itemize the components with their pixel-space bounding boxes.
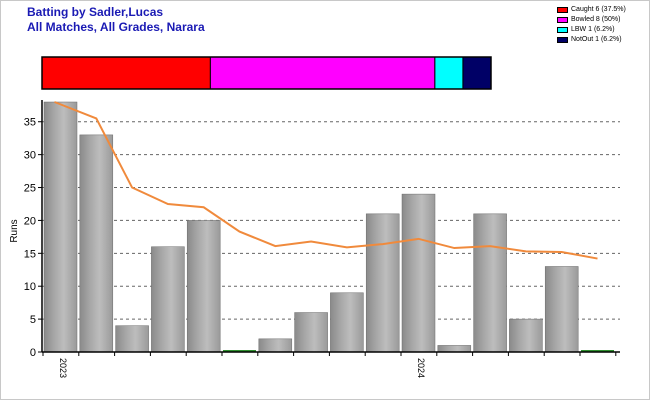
legend-label-bowled: Bowled 8 (50%) (571, 16, 621, 23)
legend-swatch-lbw (557, 27, 568, 33)
stacked-segment-notout (462, 56, 492, 90)
run-bar (401, 193, 436, 353)
legend-item-bowled: Bowled 8 (50%) (557, 15, 626, 25)
run-bar (115, 325, 149, 353)
y-tick-label: 20 (24, 215, 36, 227)
run-bar (223, 350, 256, 352)
legend: Caught 6 (37.5%) Bowled 8 (50%) LBW 1 (6… (557, 5, 626, 45)
run-bar (437, 345, 472, 353)
y-tick-label: 30 (24, 150, 36, 162)
legend-item-notout: NotOut 1 (6.2%) (557, 35, 626, 45)
run-bar (79, 134, 114, 353)
dismissal-stacked-bar (41, 56, 492, 90)
run-bar (151, 246, 185, 353)
run-bar (581, 350, 614, 352)
y-tick-label: 5 (30, 314, 36, 326)
average-line (54, 101, 598, 260)
legend-swatch-caught (557, 7, 568, 13)
stacked-segment-lbw (434, 56, 464, 90)
run-bar (330, 292, 364, 353)
legend-label-caught: Caught 6 (37.5%) (571, 6, 626, 13)
runs-bars (43, 101, 614, 353)
grid-lines (42, 121, 620, 320)
stacked-bar-outline (41, 56, 492, 90)
y-tick-label: 0 (30, 347, 36, 359)
y-axis-label: Runs (9, 219, 20, 242)
run-bar (186, 220, 221, 353)
y-tick-label: 10 (24, 281, 36, 293)
run-bar (258, 338, 293, 353)
legend-item-lbw: LBW 1 (6.2%) (557, 25, 626, 35)
axes: 0 5 10 15 20 25 30 35 2023 2024 (24, 100, 620, 378)
x-tick-label: 2024 (416, 358, 426, 378)
stacked-segment-caught (41, 56, 211, 90)
run-bar (509, 318, 543, 353)
run-bar (294, 312, 328, 353)
legend-label-lbw: LBW 1 (6.2%) (571, 26, 615, 33)
run-bar (473, 213, 507, 353)
run-bar (365, 213, 400, 353)
y-tick-label: 35 (24, 117, 36, 129)
chart-subtitle: All Matches, All Grades, Narara (27, 20, 205, 34)
y-tick-label: 25 (24, 183, 36, 195)
run-bar (43, 101, 78, 353)
stacked-segment-bowled (209, 56, 436, 90)
x-tick-label: 2023 (58, 358, 68, 378)
legend-label-notout: NotOut 1 (6.2%) (571, 36, 622, 43)
chart-title: Batting by Sadler,Lucas (27, 5, 164, 19)
average-line-path (54, 101, 598, 260)
legend-item-caught: Caught 6 (37.5%) (557, 5, 626, 15)
legend-swatch-bowled (557, 17, 568, 23)
legend-swatch-notout (557, 37, 568, 43)
y-tick-label: 15 (24, 248, 36, 260)
run-bar (544, 266, 579, 353)
